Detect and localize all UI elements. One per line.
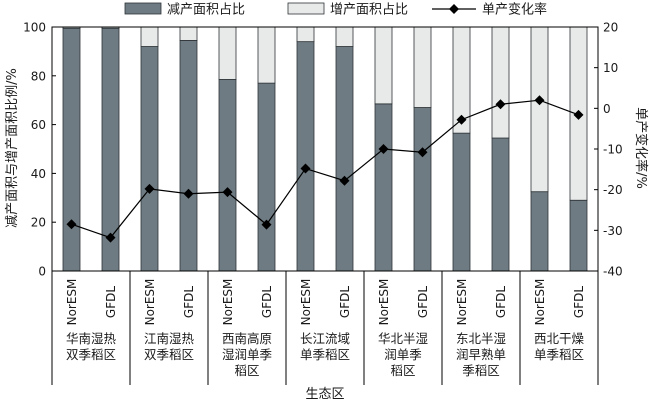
x-tick-label: GFDL	[494, 286, 508, 318]
yield-change-point	[222, 187, 233, 198]
yield-change-point	[456, 114, 467, 125]
yield-change-point	[105, 232, 116, 243]
y-tick-label-right: 20	[603, 21, 618, 35]
region-label: 润单季	[384, 347, 422, 362]
increase-bar	[374, 26, 393, 105]
yield-change-point	[534, 95, 545, 106]
decrease-bar	[335, 46, 354, 272]
increase-bar	[335, 26, 354, 47]
plot-border	[51, 26, 599, 272]
decrease-bar	[530, 191, 549, 272]
region-label: 季稻区	[462, 363, 500, 378]
decrease-bar	[413, 107, 432, 272]
yield-change-point	[378, 144, 389, 154]
x-tick-label: GFDL	[104, 286, 118, 318]
category-area: NorESM GFDL NorESM GFDL NorESM GFDL NorESM GFDL…	[51, 271, 599, 385]
yield-change-point	[339, 175, 350, 186]
increase-bar	[257, 26, 276, 84]
legend-swatch	[287, 2, 325, 15]
decrease-bar	[374, 103, 393, 272]
y-tick-label-right: -10	[603, 143, 623, 157]
yield-change-point	[300, 163, 311, 174]
region-label: 润早熟单	[456, 347, 506, 362]
y-tick-label-left: 0	[38, 265, 46, 279]
x-tick-label: GFDL	[182, 286, 196, 318]
increase-bar	[140, 26, 159, 47]
plot-frame	[51, 26, 599, 272]
x-tick-label: GFDL	[338, 286, 352, 318]
region-label: 西北干燥	[534, 331, 585, 346]
y-axis-label-right: 单产变化率/%	[633, 107, 649, 189]
region-label: 湿润单季	[222, 347, 273, 362]
legend-marker	[449, 4, 459, 14]
region-label: 东北半湿	[456, 331, 506, 346]
yield-change-point	[66, 219, 77, 230]
increase-bar	[218, 26, 237, 80]
x-tick-label: GFDL	[572, 286, 586, 318]
legend-label: 减产面积占比	[167, 3, 245, 18]
x-tick-label: NorESM	[377, 279, 391, 326]
yield-change-line	[71, 99, 579, 239]
region-label: 单季稻区	[534, 347, 584, 362]
y-tick-label-right: -40	[603, 265, 623, 279]
decrease-bar	[179, 40, 198, 272]
legend-label: 增产面积占比	[330, 3, 408, 18]
region-label: 双季稻区	[66, 347, 116, 362]
decrease-bar	[452, 132, 471, 272]
y-tick-label-left: 100	[23, 21, 46, 35]
y-tick-label-right: 10	[603, 61, 618, 75]
x-tick-label: NorESM	[143, 279, 157, 326]
axes: 0 20 40 60 80 100 -40 -30 -20 -10 0 10 20	[23, 21, 623, 279]
region-label: 单季稻区	[300, 347, 350, 362]
x-tick-label: GFDL	[416, 286, 430, 318]
y-tick-label-right: -30	[603, 224, 623, 238]
region-label: 江南湿热	[144, 331, 195, 346]
line-series	[66, 95, 584, 243]
yield-change-point	[417, 147, 428, 158]
x-tick-label: NorESM	[533, 279, 547, 326]
yield-change-point	[495, 99, 506, 110]
decrease-bar	[218, 79, 237, 272]
decrease-bar	[569, 199, 588, 272]
x-axis-label: 生态区	[305, 387, 344, 402]
increase-bar	[530, 26, 549, 193]
decrease-bar	[296, 41, 315, 272]
increase-bar	[491, 26, 510, 139]
decrease-bar	[140, 46, 159, 272]
increase-bar	[179, 26, 198, 41]
x-tick-label: NorESM	[455, 279, 469, 326]
region-label: 稻区	[234, 363, 259, 378]
region-label: 华南湿热	[66, 331, 117, 346]
region-label: 西南高原	[222, 331, 272, 346]
legend-label: 单产变化率	[482, 2, 547, 18]
y-tick-label-left: 80	[31, 69, 46, 83]
bars	[62, 26, 588, 272]
legend-swatch	[124, 2, 162, 15]
increase-bar	[296, 26, 315, 43]
x-tick-label: NorESM	[221, 279, 235, 326]
decrease-bar	[257, 82, 276, 272]
y-axis-label-left: 减产面积与增产面积比例/%	[5, 68, 20, 228]
region-label: 双季稻区	[144, 347, 194, 362]
decrease-bar	[62, 27, 81, 272]
region-label: 华北半湿	[378, 331, 428, 346]
yield-change-point	[261, 219, 272, 230]
y-tick-label-left: 20	[31, 216, 46, 230]
yield-change-point	[144, 183, 155, 194]
x-tick-label: NorESM	[299, 279, 313, 326]
y-tick-label-right: -20	[603, 183, 623, 197]
y-tick-label-right: 0	[603, 102, 611, 116]
legend: 减产面积占比 增产面积占比 单产变化率	[124, 2, 547, 18]
x-tick-label: GFDL	[260, 286, 274, 318]
y-tick-label-left: 40	[31, 167, 46, 181]
region-label: 稻区	[390, 363, 415, 378]
y-tick-label-left: 60	[31, 118, 46, 132]
region-label: 长江流域	[300, 331, 350, 346]
increase-bar	[413, 26, 432, 108]
decrease-bar	[491, 137, 510, 272]
yield-change-point	[183, 188, 194, 199]
yield-change-point	[573, 109, 584, 120]
x-tick-label: NorESM	[65, 279, 79, 326]
